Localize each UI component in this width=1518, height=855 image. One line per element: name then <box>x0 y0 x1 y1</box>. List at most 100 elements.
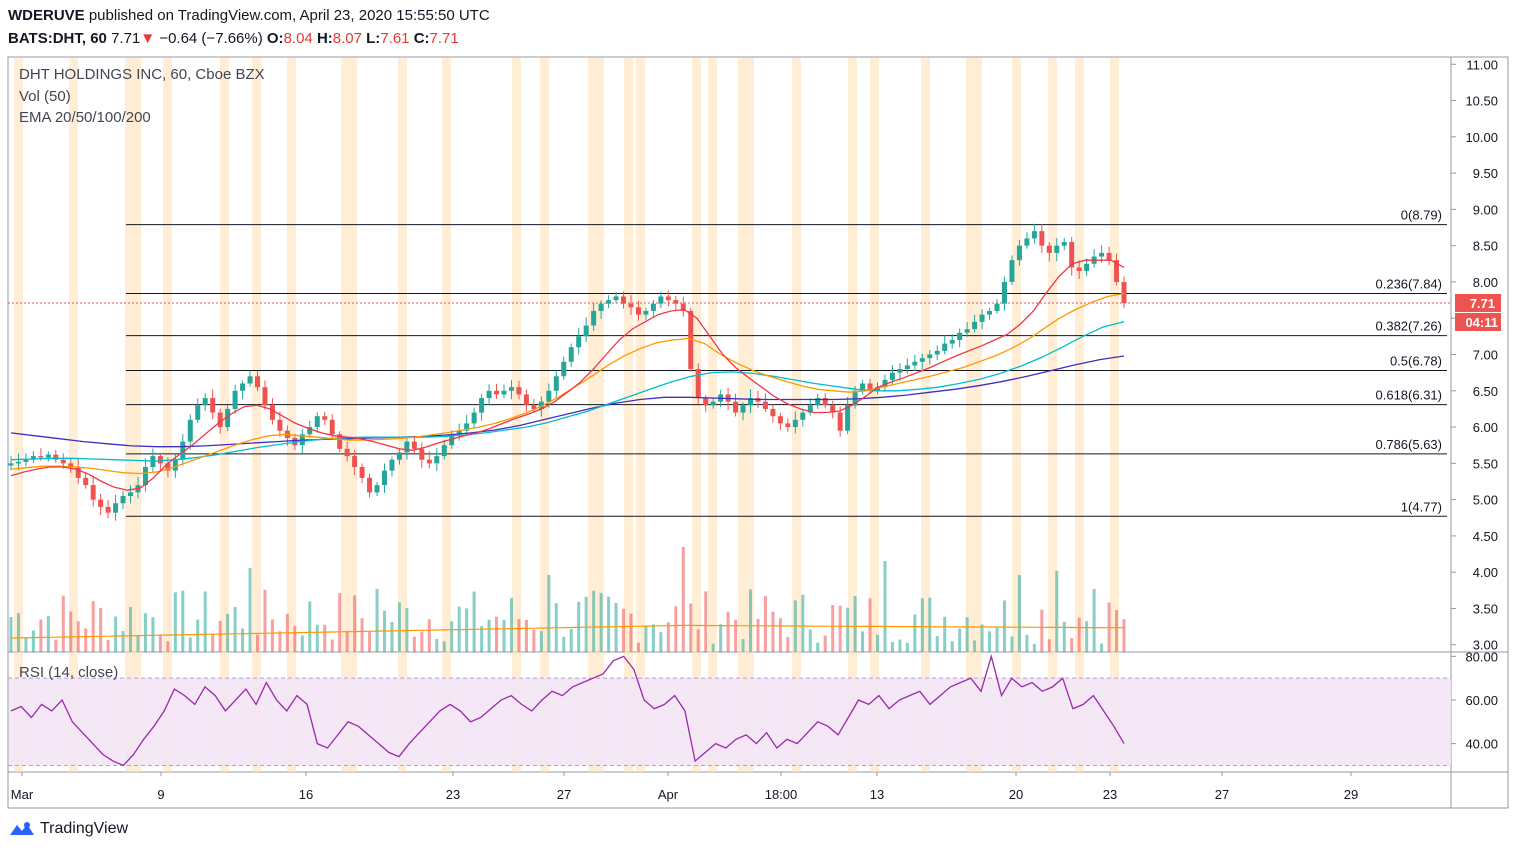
candle-body <box>479 398 485 413</box>
session-band <box>1012 58 1021 772</box>
volume-bar <box>920 598 924 652</box>
candle-body <box>785 423 791 428</box>
session-band <box>708 58 717 772</box>
candle-body <box>822 398 828 406</box>
candle-body <box>837 412 843 431</box>
volume-bar <box>353 595 357 652</box>
candle-body <box>583 325 589 337</box>
volume-bar <box>1002 600 1006 652</box>
candle-body <box>538 401 544 409</box>
session-band <box>540 58 549 772</box>
volume-bar <box>158 634 162 652</box>
candle-body <box>53 454 59 460</box>
volume-bar <box>547 575 551 652</box>
volume-bar <box>749 589 753 652</box>
candle-body <box>210 398 216 413</box>
volume-bar <box>532 629 536 652</box>
time-tick-label: 27 <box>557 787 571 802</box>
volume-bar <box>726 611 730 652</box>
volume-bar <box>599 593 603 652</box>
candle-body <box>352 456 358 467</box>
publisher-name: WDERUVE <box>8 7 85 24</box>
candle-body <box>98 499 104 507</box>
candle-body <box>606 300 612 304</box>
volume-bar <box>659 632 663 652</box>
volume-bar <box>666 622 670 652</box>
candle-body <box>322 416 328 420</box>
volume-bar <box>270 619 274 652</box>
candle-body <box>1121 281 1127 303</box>
volume-bar <box>1085 621 1089 652</box>
volume-bar <box>763 596 767 652</box>
volume-bar <box>928 597 932 652</box>
price-tick-label: 3.00 <box>1473 638 1498 653</box>
candle-body <box>904 365 910 370</box>
session-band <box>1075 58 1084 772</box>
volume-bar <box>308 601 312 652</box>
price-tick-label: 6.50 <box>1473 384 1498 399</box>
fib-level-label: 0.618(6.31) <box>1376 388 1443 403</box>
volume-bar <box>890 641 894 652</box>
volume-bar <box>734 619 738 652</box>
candle-body <box>987 310 993 315</box>
volume-bar <box>54 639 58 652</box>
rsi-line <box>10 653 1125 767</box>
candle-body <box>964 329 970 333</box>
volume-bar <box>233 607 237 652</box>
candle-body <box>441 445 447 457</box>
candle-body <box>852 390 858 406</box>
volume-bar <box>502 619 506 652</box>
candle-body <box>882 379 888 388</box>
candle-body <box>225 408 231 428</box>
price-tick-label: 10.00 <box>1465 130 1498 145</box>
candle-body <box>650 303 656 311</box>
price-tick-label: 3.50 <box>1473 601 1498 616</box>
volume-bar <box>84 628 88 652</box>
candle-body <box>680 303 686 311</box>
volume-bar <box>607 596 611 652</box>
countdown-tag <box>1455 312 1501 331</box>
candle-body <box>68 463 74 467</box>
price-tick-label: 8.50 <box>1473 239 1498 254</box>
candle-body <box>1061 242 1067 246</box>
volume-bar <box>973 640 977 652</box>
volume-ma-line <box>10 624 1125 639</box>
volume-bar <box>629 613 633 652</box>
candle-body <box>1024 238 1030 246</box>
open-value: 8.04 <box>283 30 313 47</box>
last-value: 7.71 <box>111 30 141 47</box>
volume-bar <box>1077 617 1081 652</box>
session-band <box>870 58 879 772</box>
price-axis: 11.0010.5010.009.509.008.508.007.507.006… <box>1451 57 1498 653</box>
candle-body <box>934 350 940 355</box>
candle-body <box>628 303 634 308</box>
tradingview-logo[interactable]: TradingView <box>8 820 128 838</box>
candle-body <box>60 459 66 464</box>
candle-body <box>635 307 641 315</box>
candle-body <box>874 387 880 391</box>
candle-body <box>269 405 275 420</box>
volume-bar <box>1062 621 1066 652</box>
price-tick-label: 11.00 <box>1466 57 1498 72</box>
candle-body <box>897 369 903 373</box>
candle-body <box>621 296 627 304</box>
price-tick-label: 9.50 <box>1473 166 1498 181</box>
session-band <box>921 58 930 772</box>
candle-body <box>165 463 171 471</box>
ema200-line <box>10 355 1125 448</box>
rsi-tick-label: 80.00 <box>1465 649 1498 664</box>
volume-bar <box>861 631 865 652</box>
session-band <box>1110 58 1119 772</box>
volume-bar <box>24 637 28 652</box>
candle-body <box>142 466 148 486</box>
volume-bar <box>614 602 618 652</box>
candle-body <box>770 408 776 417</box>
change-value: −0.64 (−7.66%) <box>159 30 263 47</box>
volume-bar <box>9 617 13 652</box>
candle-body <box>710 401 716 406</box>
candle-body <box>807 405 813 413</box>
volume-bar <box>412 636 416 652</box>
session-band <box>512 58 521 772</box>
candle-body <box>240 383 246 391</box>
